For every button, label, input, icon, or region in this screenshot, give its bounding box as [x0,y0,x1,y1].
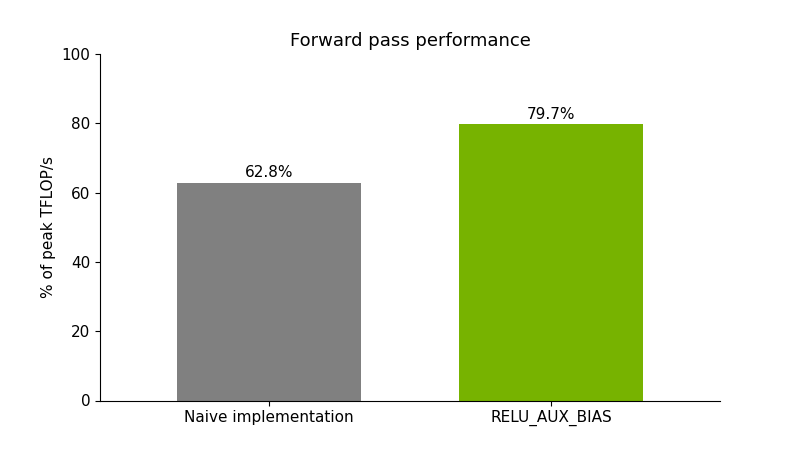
Text: 62.8%: 62.8% [245,165,294,180]
Y-axis label: % of peak TFLOP/s: % of peak TFLOP/s [41,156,56,298]
Text: 79.7%: 79.7% [526,107,575,122]
Bar [459,124,642,400]
Bar [178,183,361,400]
Title: Forward pass performance: Forward pass performance [290,32,530,50]
